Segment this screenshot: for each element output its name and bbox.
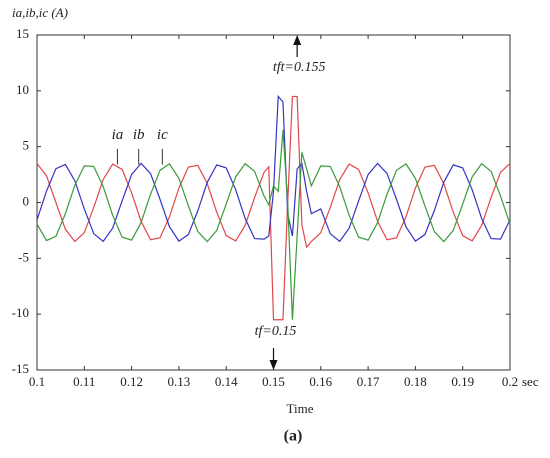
y-tick-label: 10 xyxy=(16,82,29,97)
x-tick-label: 0.12 xyxy=(120,374,143,389)
y-axis-label: ia,ib,ic (A) xyxy=(12,5,68,20)
x-tick-label: 0.14 xyxy=(215,374,238,389)
y-tick-label: -5 xyxy=(18,249,29,264)
caption: (a) xyxy=(284,428,303,445)
y-tick-label: 0 xyxy=(23,193,30,208)
series-label: ia xyxy=(112,127,124,143)
annotation: tft=0.155 xyxy=(273,60,326,75)
annotation: tf=0.15 xyxy=(255,324,297,339)
arrow-head xyxy=(269,360,278,370)
x-tick-label: 0.15 xyxy=(262,374,285,389)
series-label: ib xyxy=(133,127,145,143)
series-line xyxy=(36,95,511,321)
arrow-head xyxy=(293,35,302,45)
x-tick-label: 0.1 xyxy=(29,374,45,389)
x-tick-label: 0.16 xyxy=(309,374,332,389)
x-tick-label: 0.19 xyxy=(451,374,474,389)
x-tick-label: 0.18 xyxy=(404,374,427,389)
x-tick-label: 0.17 xyxy=(357,374,380,389)
series-line xyxy=(36,94,511,243)
y-tick-label: 15 xyxy=(16,26,29,41)
x-tick-label: 0.13 xyxy=(168,374,191,389)
y-tick-label: -10 xyxy=(12,305,29,320)
series-line xyxy=(36,129,511,320)
x-tick-label: 0.2 xyxy=(502,374,518,389)
y-tick-label: 5 xyxy=(23,138,30,153)
series-label: ic xyxy=(157,127,168,143)
x-axis-label: Time xyxy=(287,401,314,416)
x-axis-unit: sec xyxy=(522,374,539,389)
y-tick-label: -15 xyxy=(12,361,29,376)
x-tick-label: 0.11 xyxy=(73,374,95,389)
